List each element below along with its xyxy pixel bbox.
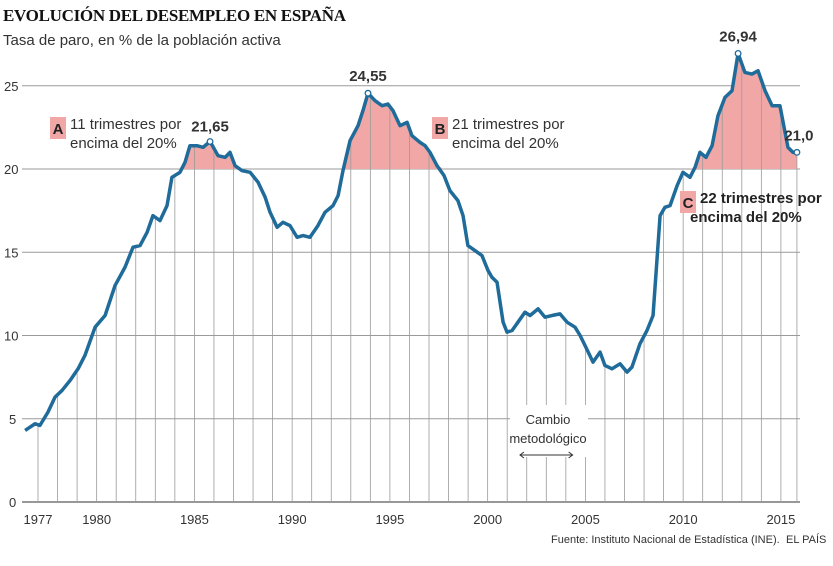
label-background bbox=[510, 405, 588, 457]
annotation-letter: A bbox=[53, 121, 64, 138]
method-change-label: Cambio bbox=[526, 412, 571, 427]
x-tick-label: 2000 bbox=[473, 512, 502, 527]
y-tick-label: 5 bbox=[9, 412, 16, 427]
annotation-letter-box bbox=[50, 117, 66, 139]
peak-label: 21,0 bbox=[784, 127, 813, 144]
peak-marker bbox=[734, 49, 742, 57]
peak-marker bbox=[206, 138, 214, 145]
x-tick-label: 1995 bbox=[375, 512, 404, 527]
annotation-letter-box bbox=[680, 191, 696, 213]
x-tick-label: 2015 bbox=[766, 512, 795, 527]
peak-label: 24,55 bbox=[349, 68, 387, 85]
arrow-heads bbox=[519, 451, 574, 459]
above-threshold-area bbox=[25, 53, 797, 169]
annotation-letter-box bbox=[432, 117, 448, 139]
y-tick-label: 15 bbox=[4, 245, 18, 260]
x-tick-label: 1977 bbox=[24, 512, 53, 527]
y-tick-label: 10 bbox=[4, 329, 18, 344]
y-tick-label: 0 bbox=[9, 495, 16, 510]
peak-marker bbox=[793, 148, 801, 156]
annotation-text: encima del 20% bbox=[452, 135, 559, 152]
x-tick-label: 1990 bbox=[278, 512, 307, 527]
x-tick-label: 1985 bbox=[180, 512, 209, 527]
annotation-text: encima del 20% bbox=[690, 209, 802, 226]
unemployment-line bbox=[24, 51, 797, 432]
annotation-text: 22 trimestres por bbox=[700, 190, 822, 207]
y-tick-label: 25 bbox=[4, 79, 18, 94]
method-change-label: metodológico bbox=[509, 431, 586, 446]
annotation-text: 21 trimestres por bbox=[452, 116, 565, 133]
annotation-text: 11 trimestres por bbox=[70, 116, 181, 133]
source-note: Fuente: Instituto Nacional de Estadístic… bbox=[551, 534, 780, 546]
brand-label: EL PAÍS bbox=[786, 533, 826, 546]
annotation-letter: C bbox=[683, 195, 694, 212]
peak-label: 26,94 bbox=[719, 28, 757, 45]
annotation-text: encima del 20% bbox=[70, 135, 177, 152]
y-tick-label: 20 bbox=[4, 162, 18, 177]
annotation-letter: B bbox=[435, 121, 446, 138]
x-tick-label: 2010 bbox=[669, 512, 698, 527]
x-tick-label: 1980 bbox=[82, 512, 111, 527]
peak-marker bbox=[364, 89, 372, 97]
x-tick-label: 2005 bbox=[571, 512, 600, 527]
chart-title: EVOLUCIÓN DEL DESEMPLEO EN ESPAÑA bbox=[3, 6, 346, 25]
chart-subtitle: Tasa de paro, en % de la población activ… bbox=[3, 32, 281, 49]
peak-label: 21,65 bbox=[191, 119, 229, 136]
